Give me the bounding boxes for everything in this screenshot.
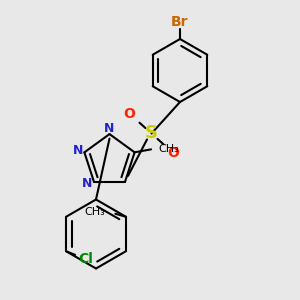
- Text: O: O: [167, 146, 179, 160]
- Text: CH₃: CH₃: [84, 207, 105, 217]
- Text: CH₃: CH₃: [159, 144, 179, 154]
- Text: S: S: [145, 124, 158, 142]
- Text: N: N: [82, 177, 93, 190]
- Text: Br: Br: [171, 16, 189, 29]
- Text: N: N: [104, 122, 115, 135]
- Text: Cl: Cl: [78, 252, 93, 266]
- Text: N: N: [73, 144, 83, 157]
- Text: O: O: [124, 107, 136, 121]
